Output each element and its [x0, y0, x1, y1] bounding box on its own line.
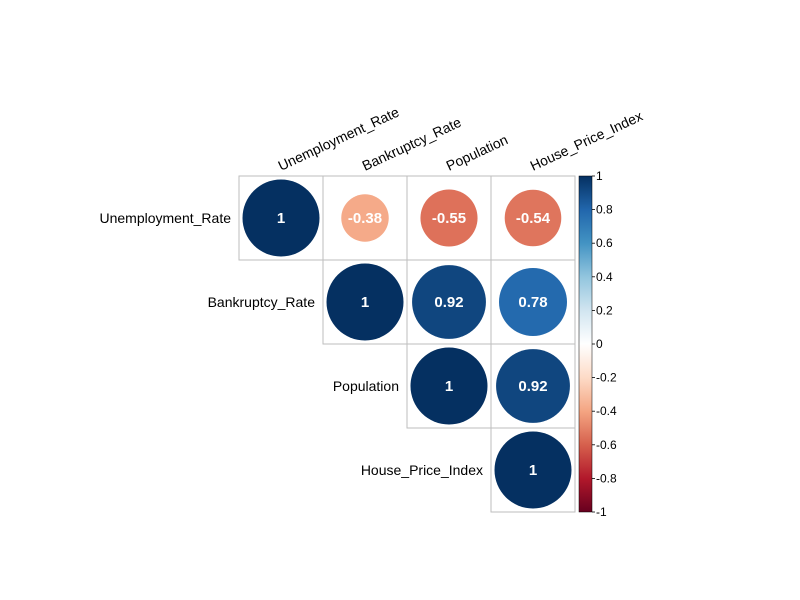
colorbar-tick-label: 0 — [596, 337, 603, 351]
cell-value-label: -0.54 — [516, 210, 551, 227]
correlation-circle — [420, 189, 478, 247]
colorbar-tick-label: -1 — [596, 505, 607, 519]
correlation-circle — [496, 349, 570, 423]
row-label: Unemployment_Rate — [99, 210, 231, 226]
correlation-circle — [412, 265, 486, 339]
colorbar-tick-label: 0.4 — [596, 270, 613, 284]
colorbar-tick-label: -0.2 — [596, 371, 617, 385]
cell-value-label: 1 — [361, 294, 369, 311]
cell-value-label: 0.78 — [518, 294, 547, 311]
cell-value-label: 0.92 — [434, 294, 463, 311]
correlation-circle — [242, 179, 320, 257]
correlation-circle — [326, 263, 404, 341]
cell-value-label: 1 — [277, 210, 285, 227]
colorbar-tick-label: -0.6 — [596, 438, 617, 452]
correlation-circle — [499, 268, 567, 336]
correlation-circles — [242, 179, 572, 509]
correlation-circle — [504, 189, 562, 247]
correlation-circle — [494, 431, 572, 509]
row-label: House_Price_Index — [361, 462, 483, 478]
colorbar-tick-label: 0.6 — [596, 236, 613, 250]
cell-grid — [238, 175, 576, 513]
colorbar-gradient — [579, 176, 592, 512]
cell-value-label: 0.92 — [518, 378, 547, 395]
correlation-circle — [341, 194, 389, 242]
cell-value-label: -0.55 — [432, 210, 466, 227]
row-labels: Unemployment_Rate Bankruptcy_Rate Populati… — [99, 210, 483, 478]
colorbar-tick-label: 0.2 — [596, 303, 613, 317]
cell-value-label: -0.38 — [348, 210, 382, 227]
grid-cell — [490, 427, 576, 513]
colorbar-tick-label: 0.8 — [596, 203, 613, 217]
cell-value-label: 1 — [445, 378, 453, 395]
column-labels: Unemployment_RateBankruptcy_RatePopulati… — [276, 104, 646, 174]
colorbar: 1 0.8 0.6 0.4 0.2 0 -0.2 -0.4 -0.6 -0.8 -1 — [578, 169, 617, 519]
colorbar-tick-label: 1 — [596, 169, 603, 183]
cell-value-labels: 1 -0.38 -0.55 -0.54 1 0.92 0.78 1 0.92 1 — [277, 210, 551, 479]
row-label: Population — [333, 378, 399, 394]
column-label: Population — [444, 131, 511, 173]
row-label: Bankruptcy_Rate — [208, 294, 316, 310]
correlation-circle — [410, 347, 488, 425]
column-label: House_Price_Index — [528, 108, 646, 174]
colorbar-tick-label: -0.8 — [596, 471, 617, 485]
colorbar-tick-label: -0.4 — [596, 404, 617, 418]
cell-value-label: 1 — [529, 462, 537, 479]
